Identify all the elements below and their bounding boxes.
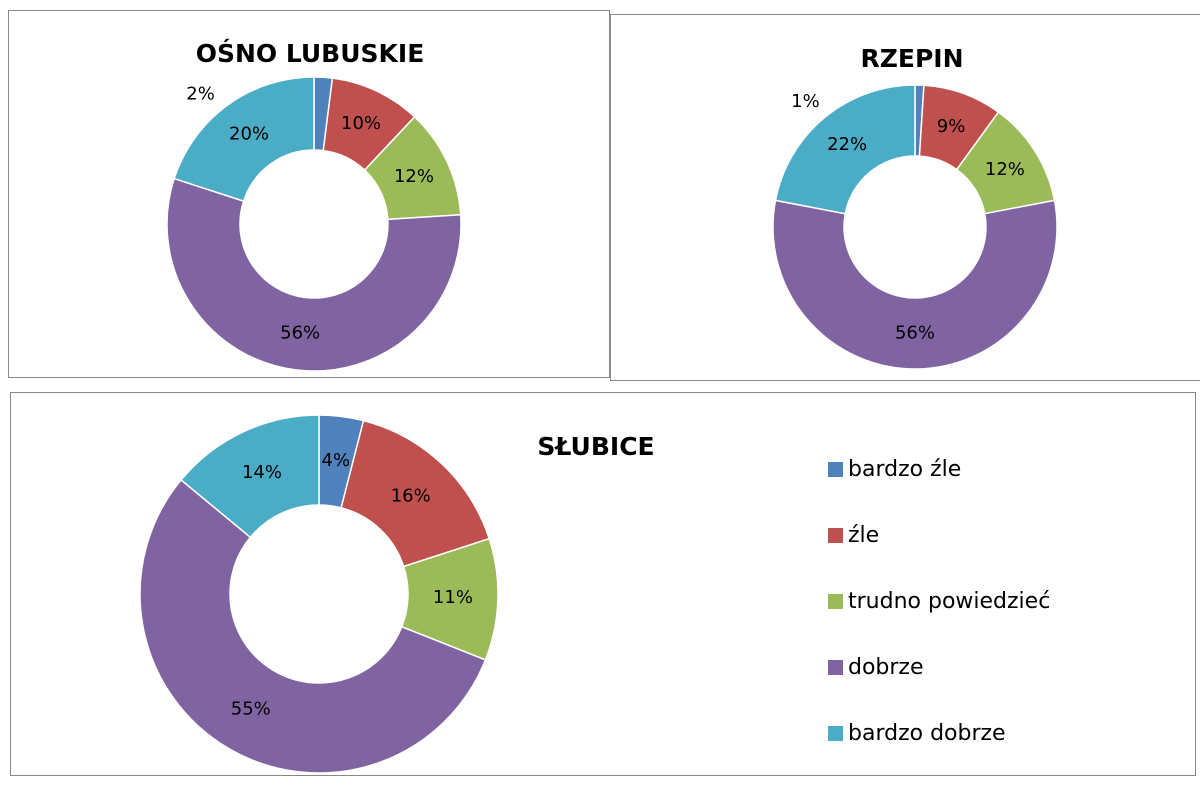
data-label: 2% xyxy=(186,84,215,105)
legend-label: bardzo źle xyxy=(848,457,961,482)
data-label: 56% xyxy=(895,323,935,344)
legend-label: dobrze xyxy=(848,655,924,680)
data-label: 16% xyxy=(391,485,431,506)
data-label: 12% xyxy=(394,166,434,187)
legend-swatch xyxy=(828,660,843,675)
data-label: 10% xyxy=(341,113,381,134)
donut-slice xyxy=(773,200,1057,369)
data-label: 14% xyxy=(242,462,282,483)
data-label: 12% xyxy=(985,159,1025,180)
chart-title: SŁUBICE xyxy=(537,432,654,461)
data-label: 55% xyxy=(231,698,271,719)
data-label: 22% xyxy=(827,134,867,155)
chart-title: OŚNO LUBUSKIE xyxy=(196,38,425,68)
data-label: 56% xyxy=(280,323,320,344)
data-label: 20% xyxy=(229,124,269,145)
legend-label: źle xyxy=(848,523,879,548)
legend-swatch xyxy=(828,462,843,477)
legend-label: bardzo dobrze xyxy=(848,721,1006,746)
data-label: 11% xyxy=(433,587,473,608)
legend-swatch xyxy=(828,528,843,543)
legend-swatch xyxy=(828,594,843,609)
data-label: 9% xyxy=(937,116,966,137)
legend-label: trudno powiedzieć xyxy=(848,589,1050,614)
data-label: 1% xyxy=(791,91,820,112)
chart-title: RZEPIN xyxy=(860,44,963,73)
legend-swatch xyxy=(828,726,843,741)
data-label: 4% xyxy=(322,450,351,471)
